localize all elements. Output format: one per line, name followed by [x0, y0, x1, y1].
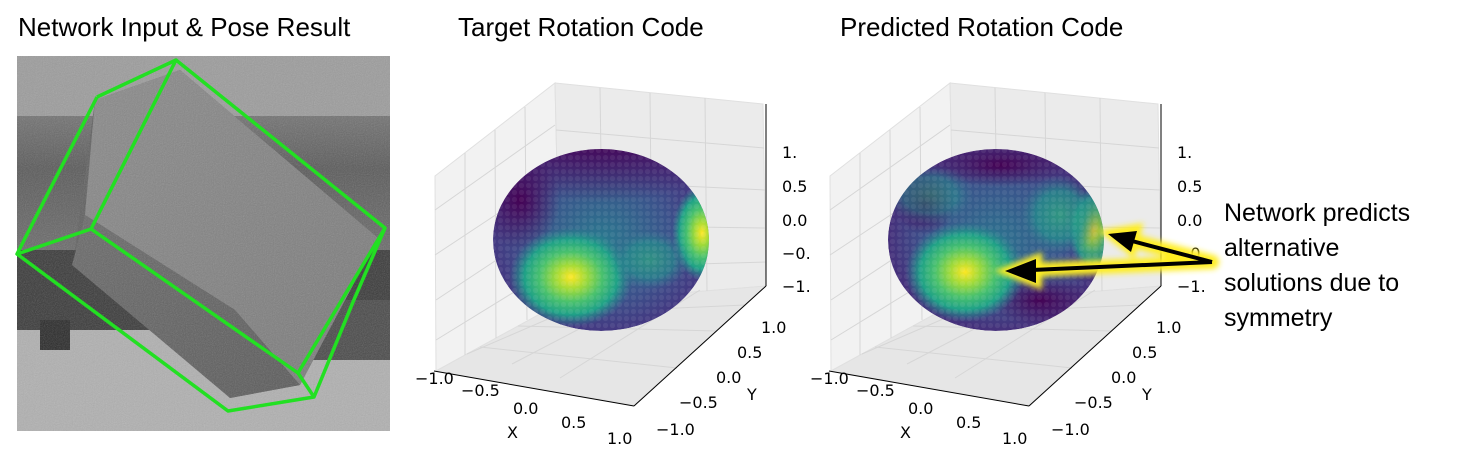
annotation-line: solutions due to [1224, 269, 1400, 297]
y-tick: −0.5 [679, 393, 718, 412]
predicted-3d-axes: −1.0 −0.5 0.0 0.5 1.0 X −1.0 −0.5 0.0 0.… [810, 81, 1206, 448]
x-tick: 0.5 [956, 413, 981, 432]
y-tick: 0.0 [716, 368, 741, 387]
y-tick: 1.0 [1156, 318, 1181, 337]
y-tick: 1.0 [761, 318, 786, 337]
z-tick: 1. [1177, 143, 1192, 162]
y-axis-label: Y [746, 385, 757, 404]
predicted-panel-title: Predicted Rotation Code [840, 12, 1124, 42]
x-tick: −1.0 [415, 369, 454, 388]
x-tick: −0.5 [461, 381, 500, 400]
y-tick: 0.5 [737, 343, 762, 362]
input-panel-title: Network Input & Pose Result [18, 12, 351, 42]
symmetry-annotation: Network predicts alternative solutions d… [1224, 196, 1474, 336]
x-tick: 1.0 [607, 429, 632, 448]
target-3d-axes: −1.0 −0.5 0.0 0.5 1.0 X −1.0 −0.5 0.0 0.… [415, 81, 811, 448]
y-tick: −1.0 [1051, 420, 1090, 439]
z-tick: 0.5 [1177, 177, 1202, 196]
target-panel-title: Target Rotation Code [458, 12, 704, 42]
x-tick: −1.0 [810, 369, 849, 388]
predicted-sphere [888, 149, 1104, 331]
z-tick: −1. [782, 277, 811, 296]
annotation-line: symmetry [1224, 304, 1333, 332]
z-tick: 1. [782, 143, 797, 162]
x-axis-label: X [507, 423, 518, 442]
x-tick: 1.0 [1002, 429, 1027, 448]
z-tick: 0.0 [782, 211, 807, 230]
z-tick: −1. [1177, 277, 1206, 296]
x-tick: 0.0 [513, 399, 538, 418]
target-sphere [493, 149, 709, 331]
annotation-line: Network predicts [1224, 199, 1411, 227]
symmetry-arrows [994, 223, 1219, 290]
x-tick: −0.5 [856, 381, 895, 400]
y-tick: −0.5 [1074, 393, 1113, 412]
z-tick: 0.5 [782, 177, 807, 196]
y-axis-label: Y [1141, 385, 1152, 404]
y-tick: 0.0 [1111, 368, 1136, 387]
input-photo [17, 56, 390, 431]
y-tick: 0.5 [1132, 343, 1157, 362]
z-tick: −0. [782, 244, 811, 263]
pose-box [15, 58, 387, 413]
z-tick: 0.0 [1177, 211, 1202, 230]
annotation-line: alternative [1224, 234, 1340, 262]
x-axis-label: X [900, 423, 911, 442]
x-tick: 0.5 [561, 413, 586, 432]
y-tick: −1.0 [656, 420, 695, 439]
x-tick: 0.0 [908, 399, 933, 418]
